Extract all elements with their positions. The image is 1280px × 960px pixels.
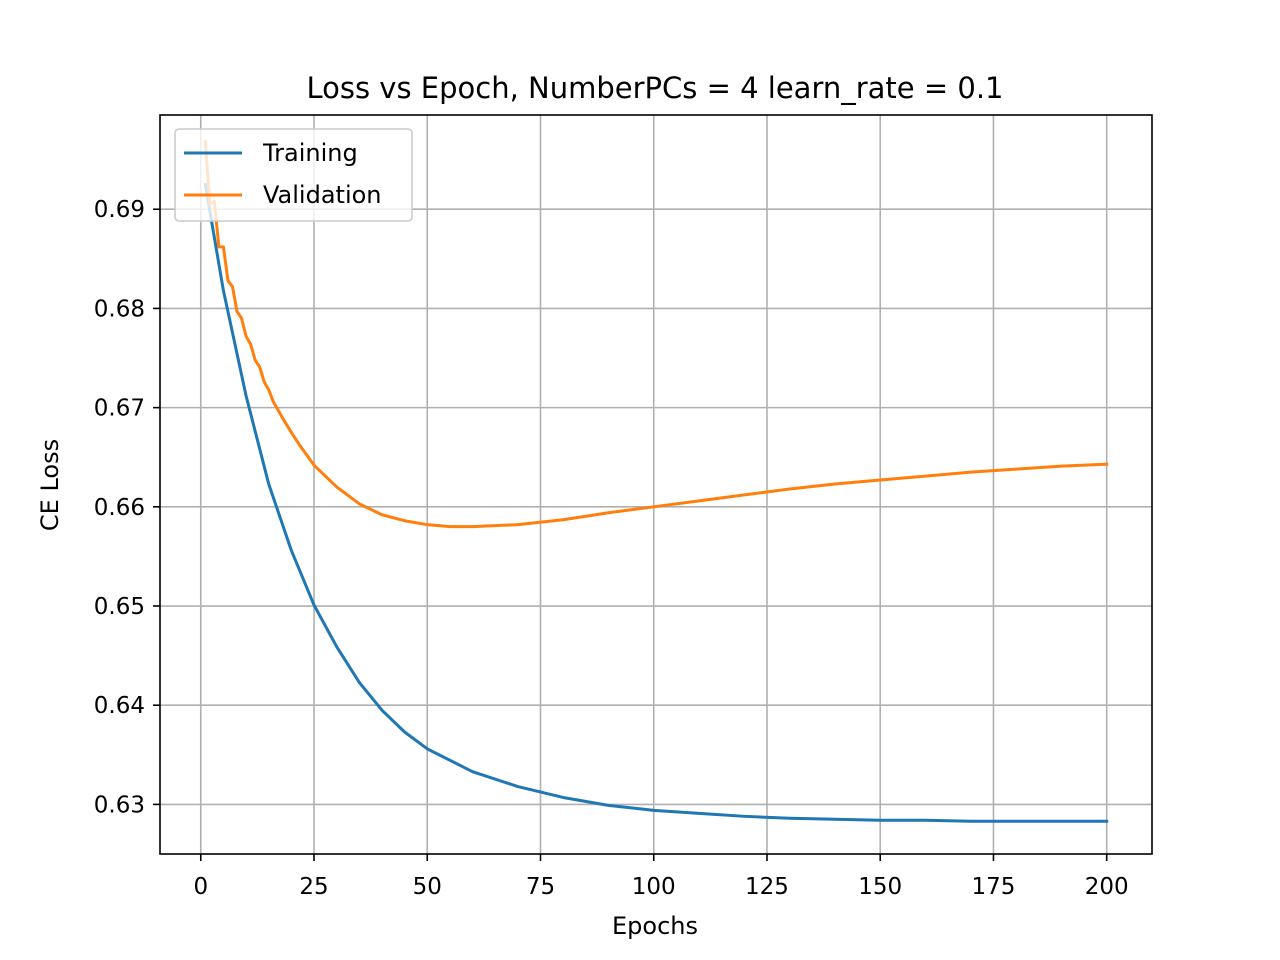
y-tick-label: 0.65 [94, 594, 145, 620]
y-axis-label: CE Loss [36, 439, 64, 531]
y-tick-label: 0.68 [94, 296, 145, 322]
x-tick-label: 100 [632, 874, 676, 900]
y-tick-label: 0.69 [94, 197, 145, 223]
legend: Training Validation [174, 128, 413, 222]
y-tick-label: 0.67 [94, 396, 145, 422]
grid [160, 115, 1152, 854]
axes [153, 114, 1153, 861]
series-line-validation [203, 140, 1109, 529]
y-tick-label: 0.66 [94, 495, 145, 521]
tick-labels: 0 25 50 75 100 125 150 175 200 0.63 0.64 0.65 0.66 0.… [94, 197, 1129, 900]
x-axis-label: Epochs [612, 912, 698, 940]
series-lines [203, 140, 1109, 823]
series-line-training [203, 182, 1109, 823]
x-tick-label: 125 [745, 874, 789, 900]
legend-label-validation: Validation [263, 181, 382, 209]
plot-frame [159, 114, 1153, 855]
y-tick-label: 0.64 [94, 693, 145, 719]
legend-label-training: Training [262, 139, 358, 167]
x-tick-label: 150 [858, 874, 902, 900]
y-tick-label: 0.63 [94, 792, 145, 818]
x-tick-label: 200 [1085, 874, 1129, 900]
chart-title: Loss vs Epoch, NumberPCs = 4 learn_rate … [306, 71, 1003, 105]
x-tick-label: 50 [413, 874, 442, 900]
x-tick-label: 0 [193, 874, 208, 900]
x-tick-label: 75 [526, 874, 555, 900]
x-tick-label: 25 [299, 874, 328, 900]
x-tick-label: 175 [972, 874, 1016, 900]
